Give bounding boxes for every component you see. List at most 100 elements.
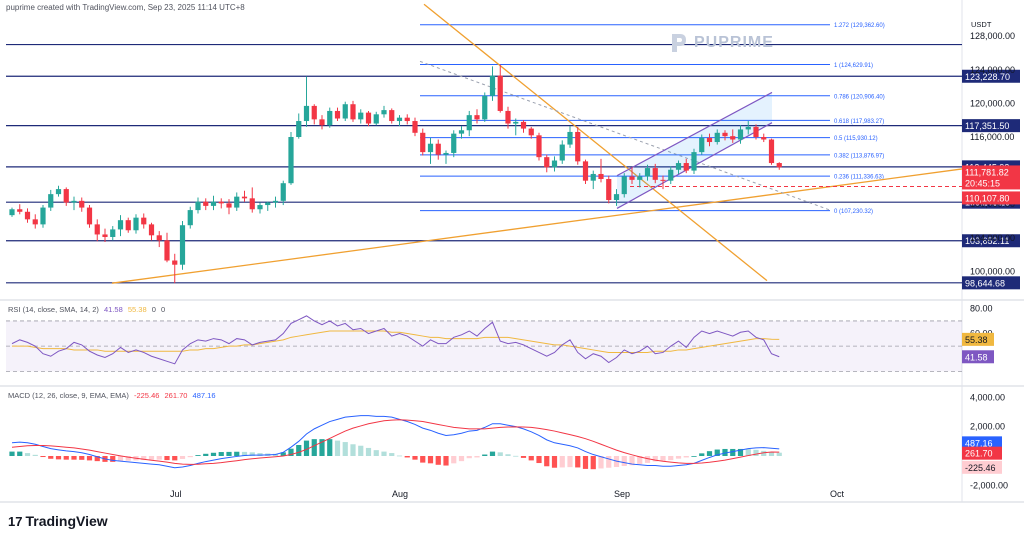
- price-axis-tick: 120,000.00: [970, 98, 1015, 108]
- rsi-legend-value: 41.58: [103, 305, 123, 314]
- price-axis-tick: 100,000.00: [970, 266, 1015, 276]
- signal-value-tag: [962, 446, 1002, 460]
- tradingview-brand-text: TradingView: [25, 513, 108, 529]
- macd-histogram-bar: [32, 454, 38, 456]
- grid-lines: [0, 0, 1024, 503]
- macd-histogram-bar: [637, 456, 643, 464]
- candle-body: [559, 144, 565, 161]
- candle-body: [9, 209, 15, 216]
- macd-histogram-bar: [327, 439, 333, 456]
- candle-body: [660, 179, 666, 181]
- level-price-tag: [962, 69, 1020, 83]
- dashed-diagonal: [419, 60, 831, 211]
- candle-body: [63, 189, 69, 203]
- candle-body: [427, 143, 434, 153]
- prev-close-label: 110,107.80: [965, 193, 1009, 203]
- candle-body: [265, 202, 271, 206]
- candle-body: [621, 176, 627, 195]
- watermark-logo: PUPRIME: [668, 32, 774, 54]
- macd-histogram-bar: [551, 456, 558, 468]
- macd-value-tag: [962, 436, 1002, 450]
- candle-body: [706, 137, 713, 143]
- puprime-logo-icon: [672, 34, 686, 52]
- candle-body: [350, 104, 356, 120]
- macd-histogram-bar: [474, 456, 480, 458]
- macd-legend-signal: 261.70: [164, 391, 188, 400]
- macd-histogram-bar: [598, 456, 604, 469]
- macd-histogram-bar: [621, 456, 627, 466]
- level-price-tag: [962, 276, 1020, 290]
- prev-close-tag: [962, 191, 1020, 205]
- price-axis-tick: 128,000.00: [970, 31, 1015, 41]
- price-axis: 123,228.70117,351.50112,445.93108,242.25…: [962, 31, 1020, 490]
- macd-histogram-bar: [280, 452, 286, 456]
- macd-histogram-bar: [55, 456, 62, 460]
- candle-body: [528, 128, 534, 136]
- candle-body: [40, 207, 46, 225]
- candle-body: [319, 119, 325, 126]
- candle-body: [652, 168, 658, 180]
- candle-body: [195, 201, 201, 211]
- candle-body: [187, 210, 193, 226]
- candle-body: [17, 209, 23, 212]
- tradingview-logo-icon: 17: [8, 514, 23, 529]
- macd-histogram-bar: [768, 452, 775, 456]
- candle-body: [210, 201, 217, 206]
- macd-histogram-bar: [443, 456, 449, 466]
- candle-body: [582, 161, 589, 181]
- candle-body: [482, 95, 488, 120]
- macd-histogram-bar: [544, 456, 550, 467]
- macd-histogram-bar: [334, 440, 341, 456]
- macd-histogram-bar: [86, 456, 93, 461]
- candle-body: [179, 225, 186, 265]
- candle-body: [148, 224, 155, 236]
- macd-histogram-bar: [389, 453, 395, 456]
- candle-body: [342, 104, 348, 119]
- level-price-label: 117,351.50: [965, 121, 1009, 131]
- rsi-pane: [6, 315, 962, 372]
- rsi-ma-tag: [962, 332, 994, 346]
- price-axis-tick: 104,000.00: [970, 233, 1015, 243]
- macd-histogram-bar: [203, 453, 209, 456]
- candle-body: [358, 112, 364, 120]
- macd-pane: [9, 415, 782, 470]
- macd-histogram-bar: [156, 456, 162, 460]
- time-axis-label: Oct: [830, 489, 845, 499]
- candle-body: [203, 201, 209, 206]
- macd-histogram-bar: [373, 450, 379, 456]
- macd-histogram-bar: [288, 448, 294, 456]
- level-price-tag: [962, 234, 1020, 248]
- tradingview-brand[interactable]: 17 TradingView: [8, 513, 108, 529]
- candle-body: [613, 194, 620, 201]
- macd-histogram-bar: [381, 451, 387, 456]
- candle-body: [172, 260, 178, 265]
- macd-histogram-bar: [528, 456, 534, 461]
- candle-body: [567, 131, 573, 145]
- candle-body: [102, 234, 108, 237]
- macd-histogram-bar: [427, 456, 434, 464]
- macd-histogram-bar: [241, 451, 248, 456]
- macd-histogram-bar: [71, 456, 77, 460]
- level-price-label: 98,644.68: [965, 278, 1005, 288]
- candle-body: [249, 198, 255, 210]
- candle-body: [520, 121, 527, 129]
- macd-histogram-bar: [110, 456, 116, 462]
- candle-body: [234, 196, 240, 208]
- macd-histogram-bar: [218, 452, 224, 456]
- macd-histogram-bar: [17, 451, 23, 456]
- candle-body: [575, 131, 581, 162]
- macd-histogram-bar: [412, 456, 418, 460]
- channel-upper: [616, 91, 773, 177]
- macd-histogram-bar: [629, 456, 635, 466]
- candle-body: [606, 179, 612, 201]
- candle-body: [458, 130, 465, 134]
- fib-level-label: 0 (107,230.32): [834, 209, 873, 215]
- macd-histogram-bar: [761, 450, 767, 456]
- candle-body: [598, 173, 604, 180]
- candle-countdown: 20:45:15: [965, 178, 1000, 188]
- macd-axis-tick: -2,000.00: [970, 480, 1008, 490]
- candle-body: [513, 121, 519, 124]
- macd-histogram-bar: [699, 453, 705, 456]
- candle-body: [303, 105, 310, 122]
